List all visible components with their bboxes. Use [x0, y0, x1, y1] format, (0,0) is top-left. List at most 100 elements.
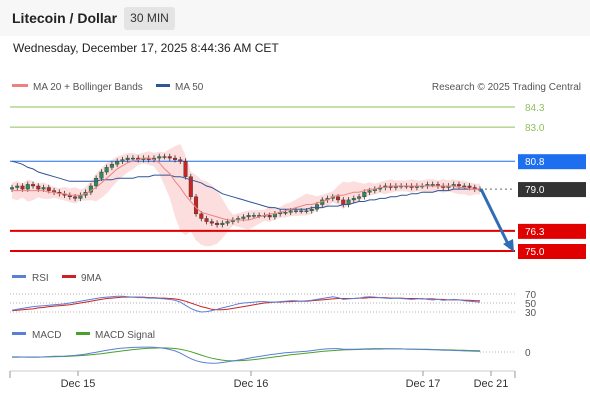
level-label-84.3: 84.3: [525, 103, 545, 114]
ma20-legend-label: MA 20 + Bollinger Bands: [33, 82, 143, 93]
candle-body: [272, 213, 277, 218]
forecast-arrow-shaft: [479, 188, 512, 249]
rsi-level-label-50: 50: [525, 299, 537, 310]
candle-body: [462, 185, 467, 188]
rsi-line: [11, 295, 481, 313]
x-tick-label: Dec 15: [61, 378, 96, 390]
macd-line: [11, 346, 481, 364]
x-axis-ticks: Dec 15 Dec 16 Dec 17 Dec 21: [9, 371, 516, 390]
candle-body: [73, 196, 78, 199]
macd-legend-label: MACD: [32, 330, 61, 341]
candle-body: [362, 191, 367, 198]
candle-body: [15, 185, 20, 188]
candle-body: [25, 184, 30, 190]
candle-body: [341, 199, 346, 205]
macd-level-label: 0: [525, 348, 531, 359]
candle-body: [167, 156, 172, 159]
candle-body: [220, 222, 225, 225]
moving-averages: [11, 157, 480, 221]
candle-body: [109, 164, 114, 168]
candle-body: [299, 210, 304, 212]
rsi-ma-legend-label: 9MA: [81, 273, 102, 284]
candle-body: [293, 210, 298, 212]
ma20-line: [12, 157, 480, 221]
level-labels: 84.3 83.0 80.8 79.0 76.3 75.0: [518, 103, 586, 259]
candle-body: [188, 176, 193, 198]
candle-body: [251, 215, 256, 217]
macd-signal-legend-swatch: [76, 332, 90, 335]
forecast-arrow-head: [503, 239, 514, 252]
candle-body: [357, 196, 362, 199]
timestamp: Wednesday, December 17, 2025 8:44:36 AM …: [13, 41, 279, 55]
forecast-arrow: [479, 188, 514, 252]
candle-body: [94, 178, 99, 187]
candle-body: [215, 222, 220, 225]
candle-body: [314, 204, 319, 210]
level-badge-75.0: [518, 244, 586, 259]
candle-body: [309, 208, 314, 211]
candle-body: [467, 185, 472, 188]
level-label-83.0: 83.0: [525, 123, 545, 134]
x-tick-label: Dec 16: [234, 378, 269, 390]
candle-body: [209, 221, 214, 224]
ma50-legend-label: MA 50: [175, 82, 204, 93]
candle-body: [120, 159, 125, 162]
candle-body: [130, 157, 135, 160]
candle-body: [115, 160, 120, 165]
level-label-79.0: 79.0: [525, 185, 545, 196]
rsi-level-label-70: 70: [525, 290, 537, 301]
level-label-80.8: 80.8: [525, 157, 545, 168]
candle-body: [351, 198, 356, 201]
ma20-legend-swatch: [12, 84, 28, 87]
candle-body: [41, 187, 46, 190]
candle-body: [157, 156, 162, 159]
macd-legend-swatch: [12, 332, 26, 335]
macd-signal-legend-label: MACD Signal: [95, 330, 155, 341]
x-tick-label: Dec 17: [406, 378, 441, 390]
candle-body: [104, 167, 109, 173]
level-badge-79.0: [518, 182, 586, 198]
level-badge-80.8: [518, 154, 586, 170]
macd-panel: 0: [11, 346, 531, 364]
candle-body: [31, 184, 36, 187]
candle-body: [173, 157, 178, 160]
candle-body: [225, 221, 230, 224]
price-levels: [10, 106, 515, 252]
credit-text: Research © 2025 Trading Central: [432, 82, 581, 93]
ma50-legend-swatch: [156, 84, 170, 87]
candle-body: [36, 185, 41, 190]
level-badge-76.3: [518, 223, 586, 239]
chart-title: Litecoin / Dollar: [12, 10, 118, 26]
candle-body: [336, 196, 341, 201]
candle-body: [125, 157, 130, 160]
candle-body: [20, 185, 25, 190]
candle-body: [430, 184, 435, 186]
candle-body: [288, 210, 293, 213]
candle-body: [267, 215, 272, 218]
candle-body: [283, 212, 288, 214]
level-label-75.0: 75.0: [525, 247, 545, 258]
candle-body: [183, 160, 188, 177]
candle-body: [46, 187, 51, 191]
candle-body: [194, 196, 199, 215]
level-label-76.3: 76.3: [525, 227, 545, 238]
candle-body: [304, 210, 309, 212]
ma50-line: [11, 160, 480, 210]
rsi-ma-legend-swatch: [62, 275, 76, 278]
rsi-level-label-30: 30: [525, 308, 537, 319]
header-bar: Litecoin / Dollar 30 MIN: [0, 0, 590, 36]
candle-body: [162, 156, 167, 158]
bollinger-band-fill: [12, 144, 480, 247]
x-tick-label: Dec 21: [474, 378, 509, 390]
candle-body: [9, 187, 14, 190]
rsi-legend-label: RSI: [32, 273, 49, 284]
candle-body: [241, 216, 246, 219]
candle-body: [204, 218, 209, 222]
candle-body: [246, 215, 251, 218]
candle-body: [178, 159, 183, 162]
interval-button[interactable]: 30 MIN: [124, 7, 175, 30]
candle-body: [367, 190, 372, 193]
candle-body: [199, 213, 204, 219]
